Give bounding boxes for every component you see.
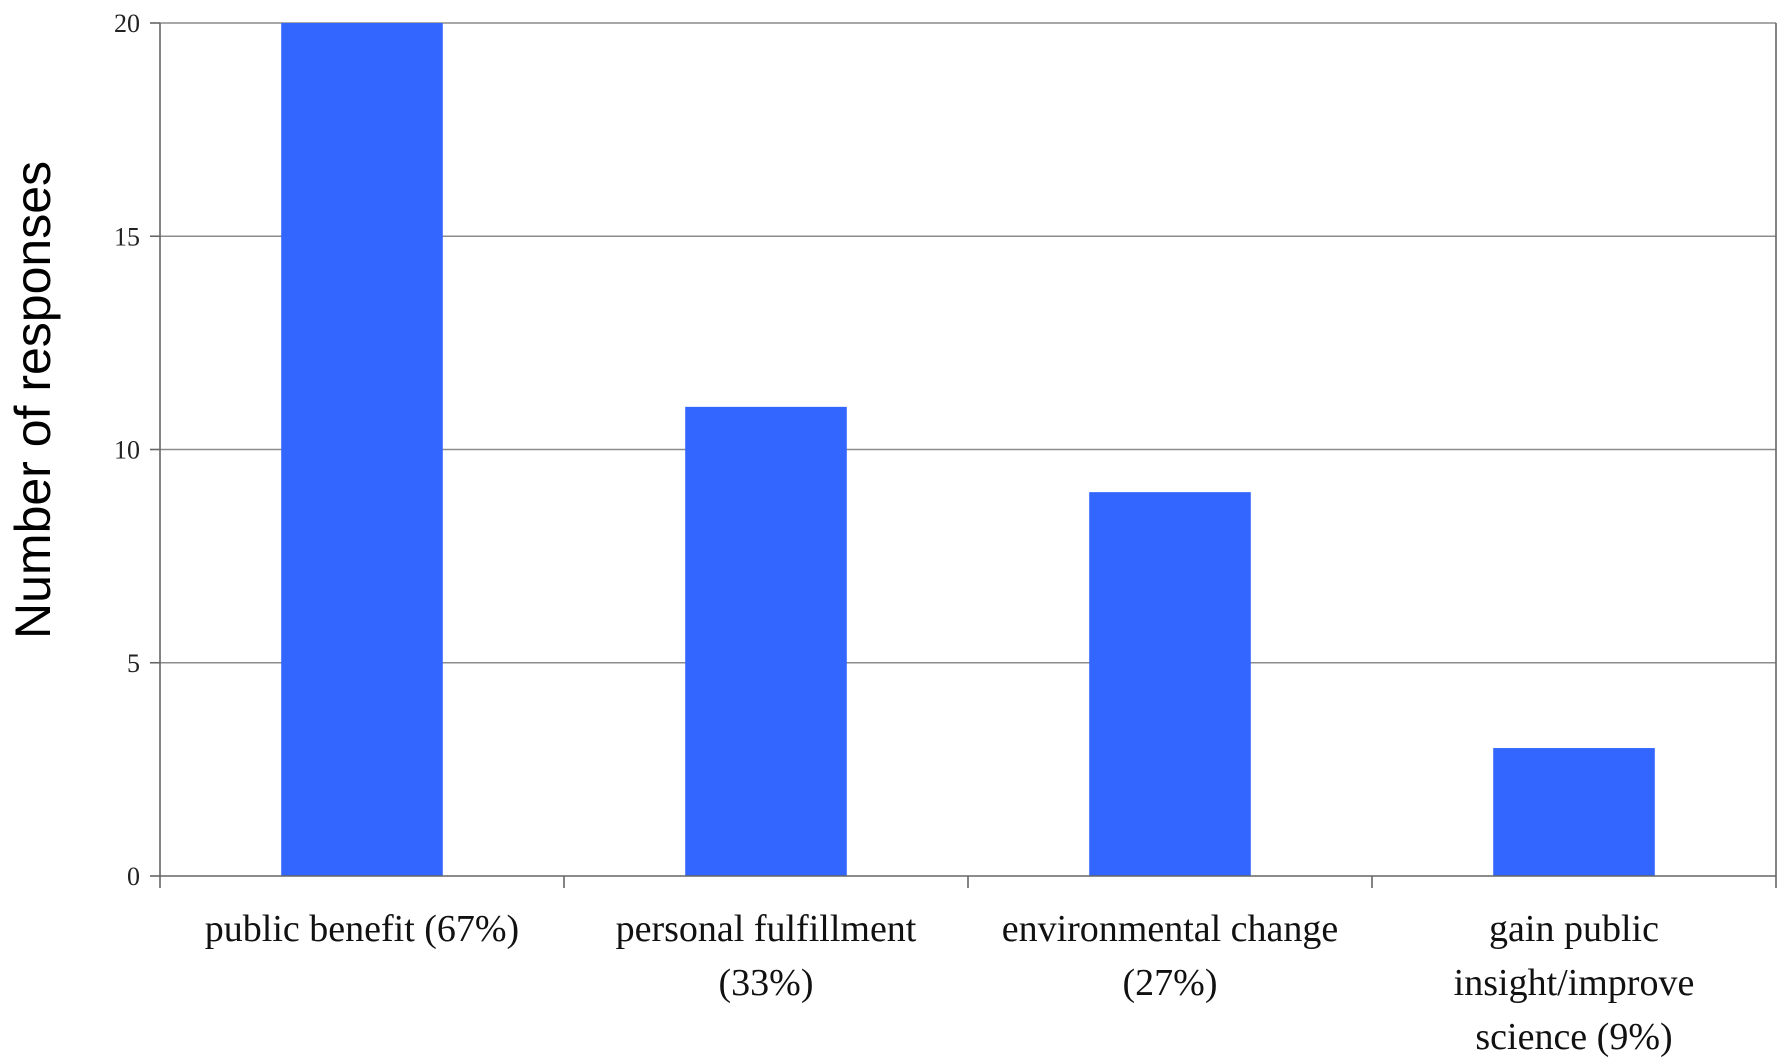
axes	[150, 22, 1777, 888]
x-category-labels: public benefit (67%) personal fulfillment…	[205, 908, 1695, 1058]
bar-3	[1089, 492, 1251, 876]
x-category-label-line: gain public	[1489, 908, 1659, 950]
y-tick-label: 15	[114, 222, 140, 251]
x-category-label-1: public benefit (67%)	[205, 908, 519, 950]
bars	[281, 23, 1655, 876]
x-category-label-line: insight/improve	[1454, 962, 1695, 1004]
y-axis-title: Number of responses	[5, 161, 61, 639]
x-category-label-line: public benefit (67%)	[205, 908, 519, 950]
x-category-label-4: gain public insight/improve science (9%)	[1454, 908, 1695, 1058]
x-category-label-line: (27%)	[1123, 962, 1218, 1004]
x-category-label-line: (33%)	[719, 962, 814, 1004]
y-tick-label: 20	[114, 9, 140, 38]
y-tick-label: 10	[114, 436, 140, 465]
x-category-label-line: environmental change	[1002, 908, 1339, 950]
y-tick-label: 5	[127, 649, 140, 678]
bar-4	[1493, 748, 1655, 876]
y-tick-labels: 0 5 10 15 20	[114, 9, 140, 891]
bar-2	[685, 406, 847, 876]
y-tick-label: 0	[127, 862, 140, 891]
bar-1	[281, 23, 443, 876]
x-category-label-3: environmental change (27%)	[1002, 908, 1339, 1004]
x-category-label-line: personal fulfillment	[616, 908, 917, 950]
x-category-label-line: science (9%)	[1475, 1016, 1672, 1058]
x-category-label-2: personal fulfillment (33%)	[616, 908, 917, 1004]
